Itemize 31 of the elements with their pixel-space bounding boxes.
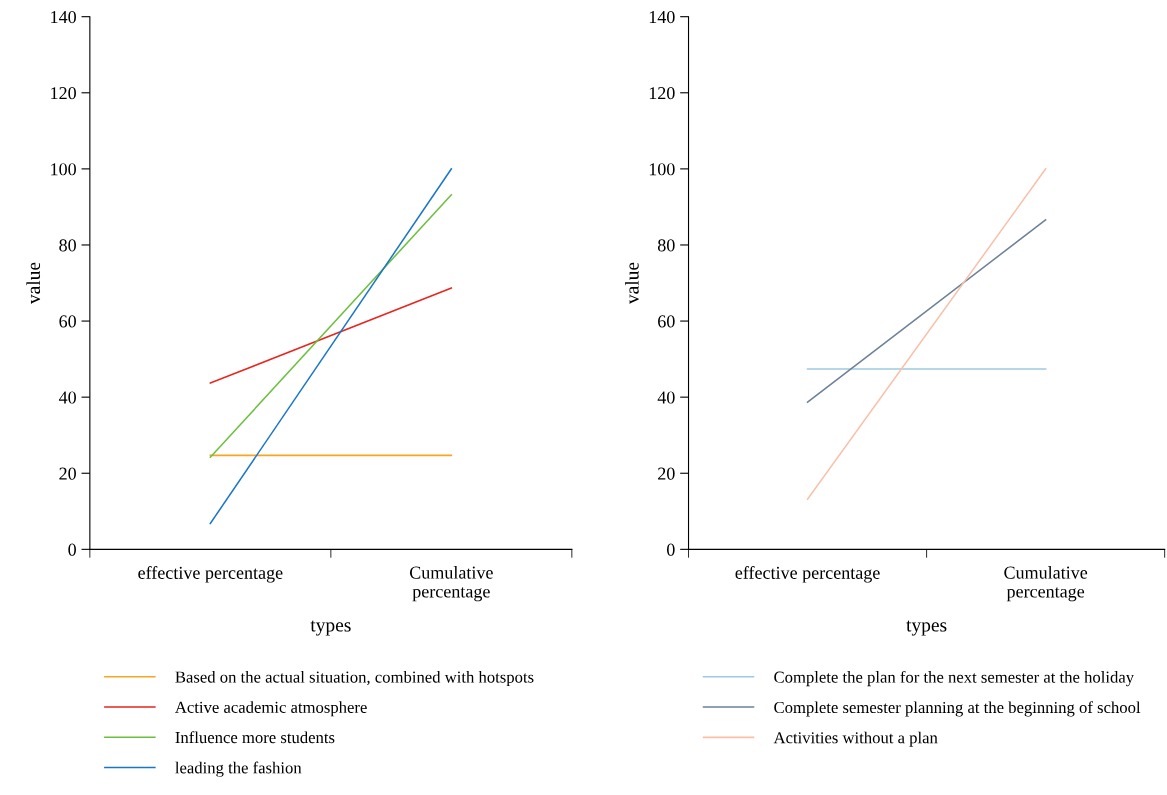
y-tick-label: 140 bbox=[649, 10, 675, 24]
y-tick-label: 80 bbox=[59, 239, 76, 252]
legend-label: Complete the plan for the next semester at the holiday bbox=[774, 670, 1134, 687]
x-tick-label: effective percentage bbox=[735, 566, 880, 583]
y-tick-label: 100 bbox=[649, 163, 675, 176]
y-tick-label: 60 bbox=[59, 315, 76, 328]
legend-label: Activities without a plan bbox=[773, 731, 938, 747]
x-axis-title: types bbox=[310, 620, 351, 636]
y-tick-label: 20 bbox=[59, 467, 76, 480]
legend-label: Based on the actual situation, combined with hotspots bbox=[175, 670, 534, 687]
y-axis-title: value bbox=[625, 262, 639, 305]
y-tick-label: 100 bbox=[51, 163, 76, 176]
y-tick-label: 60 bbox=[658, 315, 675, 328]
y-tick-label: 120 bbox=[51, 87, 76, 100]
y-tick-label: 120 bbox=[649, 87, 675, 100]
y-tick-label: 0 bbox=[667, 543, 675, 556]
legend-label: Complete semester planning at the beginning of school bbox=[774, 701, 1141, 717]
y-tick-label: 140 bbox=[51, 10, 76, 24]
y-tick-label: 80 bbox=[657, 239, 675, 252]
x-tick-label: Cumulative percentage bbox=[1004, 566, 1088, 602]
x-axis-title: types bbox=[906, 620, 947, 636]
legend-label: Influence more students bbox=[175, 731, 335, 744]
x-tick-label: effective percentage bbox=[138, 566, 283, 583]
x-tick-label: Cumulative percentage bbox=[409, 566, 493, 602]
y-tick-label: 0 bbox=[68, 543, 76, 556]
y-tick-label: 40 bbox=[58, 391, 76, 404]
legend-label: leading the fashion bbox=[175, 761, 302, 777]
y-tick-label: 40 bbox=[657, 391, 675, 404]
y-tick-label: 20 bbox=[658, 467, 675, 480]
legend-label: Active academic atmosphere bbox=[175, 701, 367, 717]
y-axis-title: value bbox=[26, 262, 41, 305]
